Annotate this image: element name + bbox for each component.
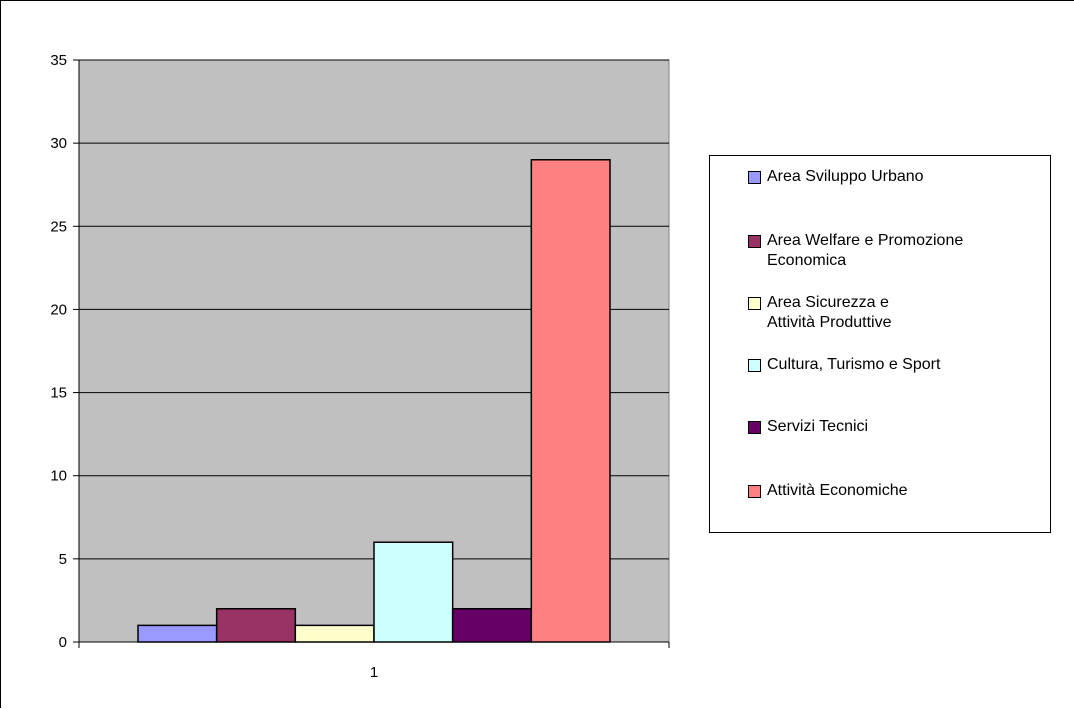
legend-swatch	[748, 485, 761, 498]
legend-swatch	[748, 235, 761, 248]
y-tick-label: 25	[50, 218, 67, 235]
y-tick-label: 15	[50, 385, 67, 402]
legend-swatch	[748, 421, 761, 434]
legend-item: Servizi Tecnici	[748, 417, 868, 437]
bar-series-1	[137, 624, 218, 643]
legend: Area Sviluppo Urbano Area Welfare e Promo…	[709, 155, 1051, 533]
y-tick-label: 20	[50, 301, 67, 318]
bar-series-6	[530, 159, 611, 643]
y-tick-label: 5	[59, 551, 67, 568]
legend-item: Area Sicurezza e Attività Produttive	[748, 293, 892, 333]
legend-item: Cultura, Turismo e Sport	[748, 355, 940, 375]
legend-label: Servizi Tecnici	[767, 418, 869, 435]
legend-swatch	[748, 297, 761, 310]
legend-item: Area Welfare e Promozione Economica	[748, 231, 963, 271]
legend-swatch	[748, 359, 761, 372]
y-tick-label: 30	[50, 135, 67, 152]
x-tick-label: 1	[370, 664, 378, 681]
legend-label: Area Sviluppo Urbano	[767, 168, 924, 185]
y-tick-label: 35	[50, 52, 67, 69]
legend-item: Attività Economiche	[748, 481, 908, 501]
legend-label: Cultura, Turismo e Sport	[767, 356, 941, 373]
legend-swatch	[748, 171, 761, 184]
legend-label: Attività Economiche	[767, 482, 908, 499]
y-tick-label: 0	[59, 634, 67, 651]
bar-series-3	[294, 624, 375, 643]
bar-series-4	[373, 541, 454, 643]
y-tick-label: 10	[50, 468, 67, 485]
bar-series-5	[451, 607, 533, 643]
legend-item: Area Sviluppo Urbano	[748, 167, 924, 187]
bar-series-2	[215, 607, 297, 643]
legend-label: Area Sicurezza e Attività Produttive	[767, 294, 892, 331]
legend-label: Area Welfare e Promozione Economica	[767, 232, 964, 269]
